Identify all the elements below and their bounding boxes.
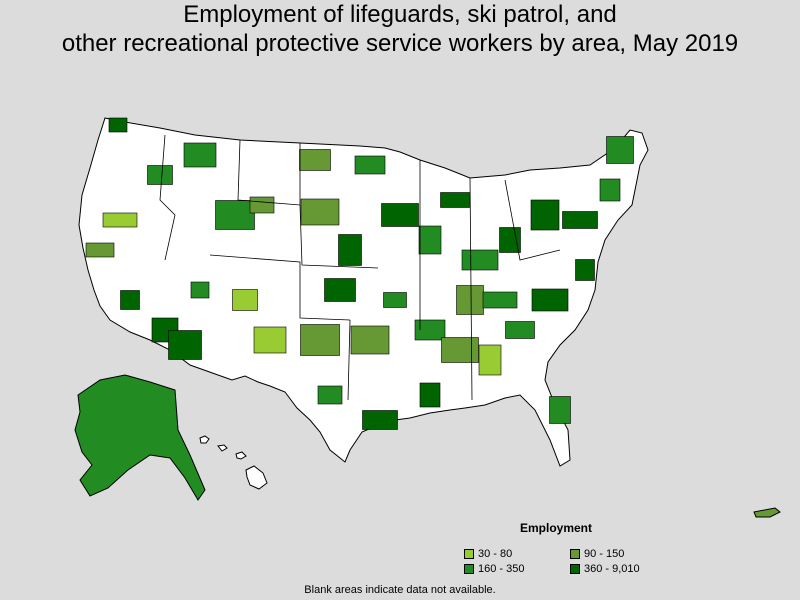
area-patch [531, 288, 569, 312]
area-patch [562, 211, 598, 229]
alaska-shape [74, 374, 206, 501]
area-regions [85, 117, 634, 430]
area-patch [606, 136, 634, 164]
hawaii-islands [199, 435, 268, 490]
area-patch [232, 289, 258, 311]
area-patch [419, 382, 441, 408]
area-patch [108, 117, 128, 133]
legend-item-360-9010: 360 - 9,010 [570, 563, 640, 575]
area-patch [478, 344, 502, 376]
area-patch [530, 199, 560, 231]
area-patch [505, 321, 535, 339]
legend-item-90-150: 90 - 150 [570, 548, 624, 560]
area-patch [362, 410, 398, 430]
area-patch [299, 149, 331, 171]
area-patch [414, 319, 446, 341]
area-patch [482, 291, 518, 309]
area-patch [183, 142, 217, 168]
area-patch [300, 324, 340, 356]
area-patch [147, 165, 173, 185]
area-patch [190, 281, 210, 299]
area-patch [354, 155, 386, 175]
legend-label: 30 - 80 [478, 548, 513, 560]
map-title: Employment of lifeguards, ski patrol, an… [0, 0, 800, 58]
area-patch [440, 192, 470, 208]
area-patch [441, 337, 479, 363]
title-line-2: other recreational protective service wo… [61, 30, 739, 57]
area-patch [456, 285, 484, 315]
area-patch [168, 330, 202, 360]
legend-label: 90 - 150 [584, 548, 625, 560]
area-patch [300, 198, 340, 226]
state-boundaries [159, 134, 561, 401]
area-patch [350, 325, 390, 355]
area-patch [317, 385, 343, 405]
legend-item-30-80: 30 - 80 [464, 548, 512, 560]
area-patch [461, 249, 499, 271]
area-patch [253, 326, 287, 354]
area-patch [575, 259, 595, 281]
area-patch [338, 234, 362, 266]
footnote: Blank areas indicate data not available. [304, 584, 496, 596]
area-patch [381, 203, 419, 227]
area-patch [102, 212, 138, 228]
legend-title: Employment [520, 521, 593, 535]
title-line-1: Employment of lifeguards, ski patrol, an… [183, 1, 617, 28]
area-patch [599, 178, 621, 202]
legend-label: 360 - 9,010 [584, 563, 640, 575]
puerto-rico-shape [753, 507, 781, 518]
area-patch [418, 225, 442, 255]
area-patch [120, 290, 140, 310]
area-patch [249, 196, 275, 214]
legend-label: 160 - 350 [478, 563, 525, 575]
legend-swatch [570, 564, 580, 574]
area-patch [85, 242, 115, 258]
legend-swatch [570, 549, 580, 559]
legend-swatch [464, 549, 474, 559]
legend-swatch [464, 564, 474, 574]
area-patch [383, 292, 407, 308]
area-patch [324, 278, 356, 302]
area-patch [499, 227, 521, 253]
area-patch [215, 200, 255, 230]
area-patch [549, 396, 571, 424]
legend-item-160-350: 160 - 350 [464, 563, 524, 575]
